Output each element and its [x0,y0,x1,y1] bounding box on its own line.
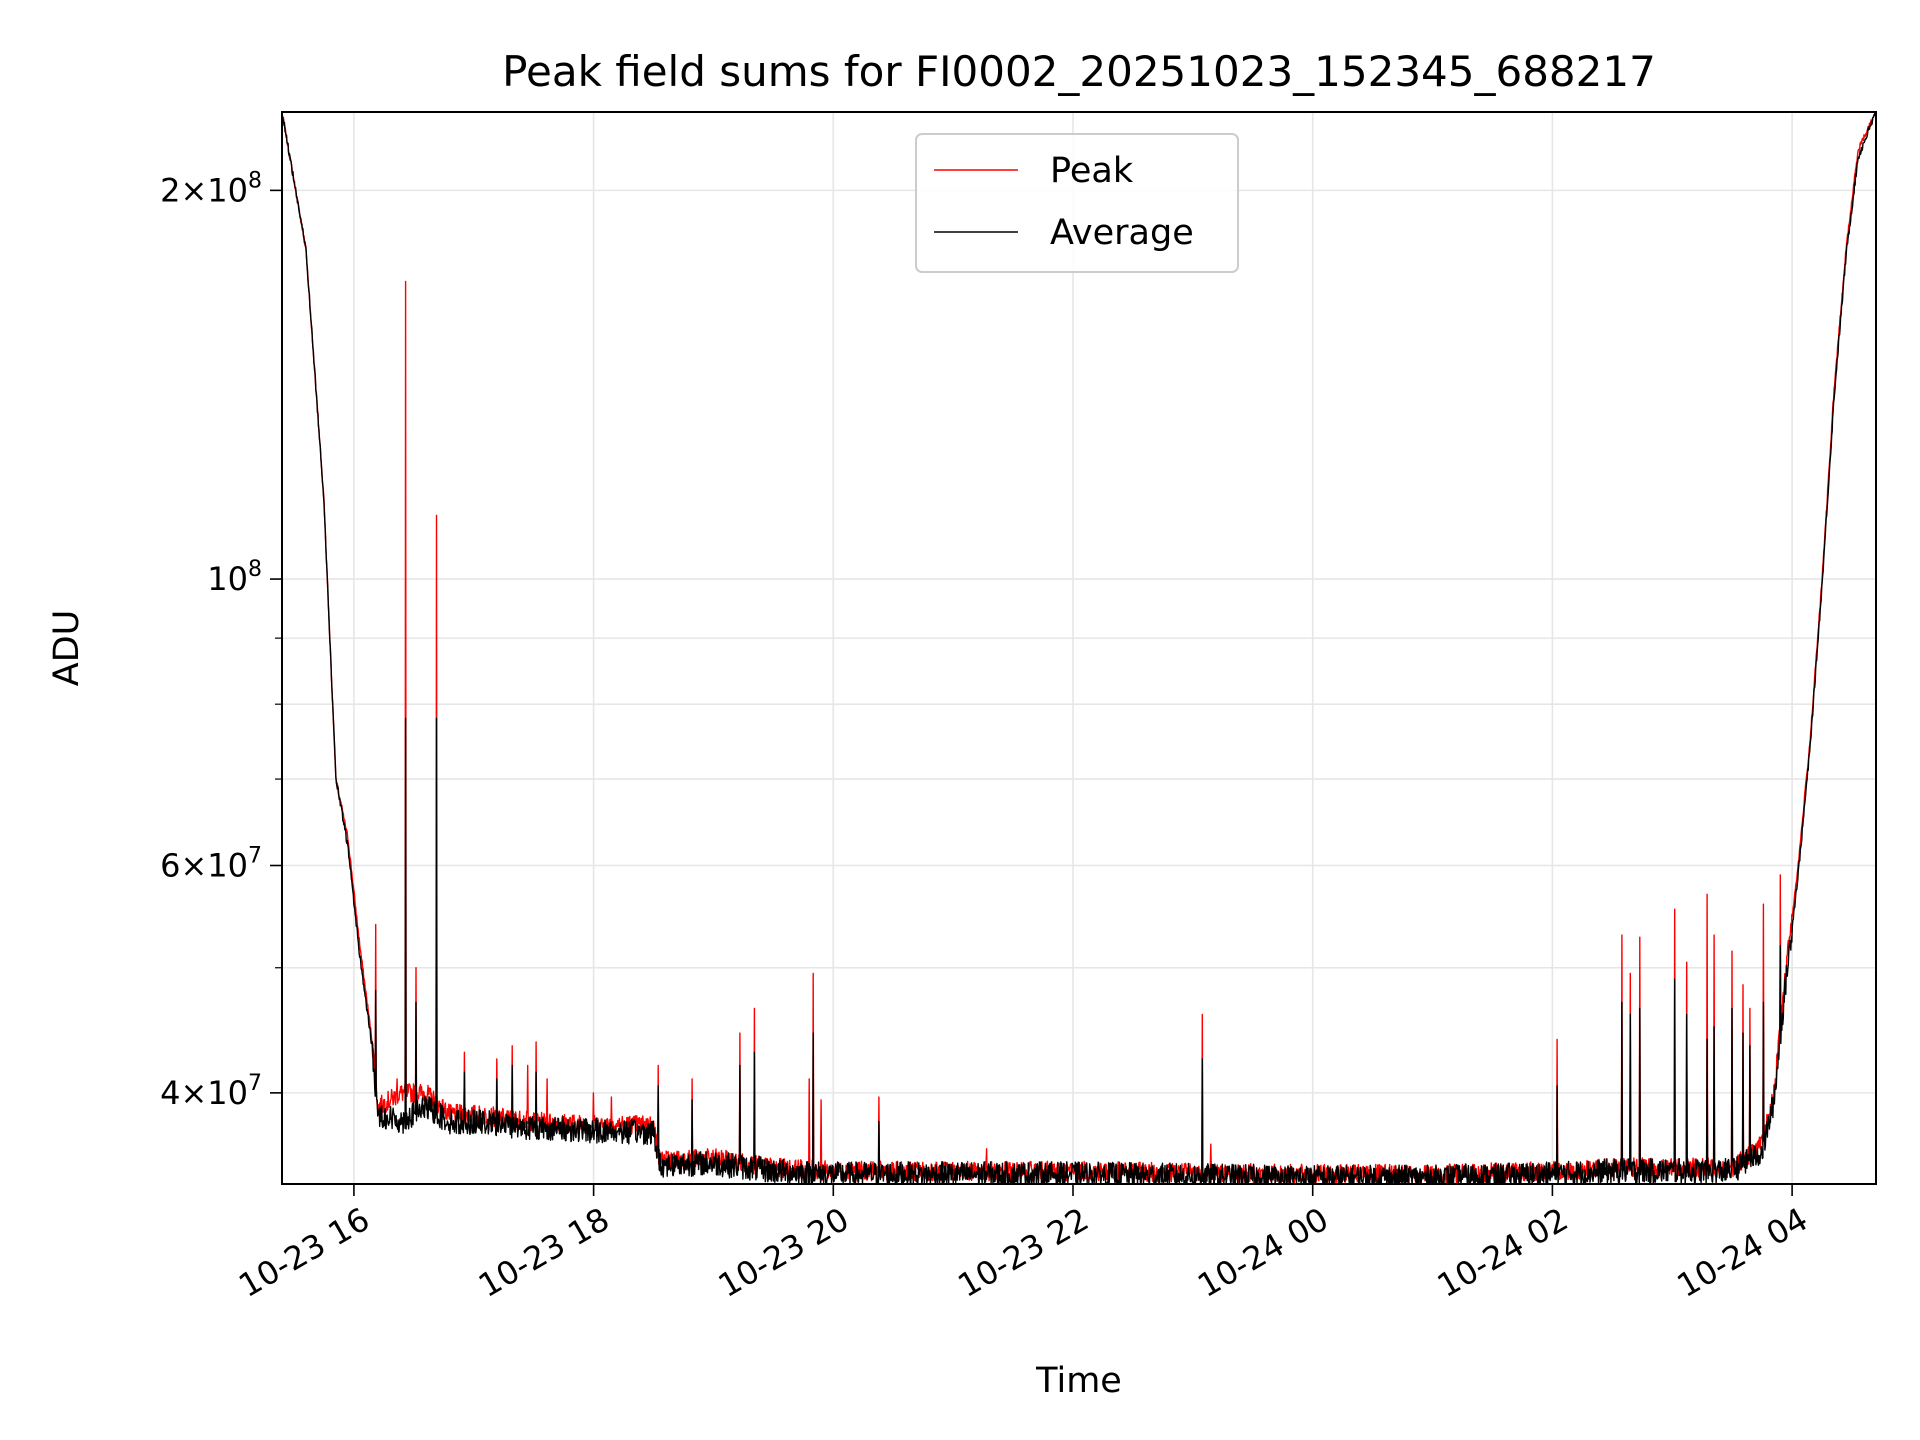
chart-title: Peak field sums for FI0002_20251023_1523… [502,47,1656,96]
x-axis-title: Time [1035,1361,1122,1401]
plot-series [282,112,1876,1184]
series-line-average [282,112,1876,1184]
legend-peak-label: Peak [1050,151,1134,191]
legend-box [915,133,1239,273]
y-tick-label: 2×108 [160,168,262,209]
y-tick-label: 108 [207,557,262,598]
plot-frame [281,111,1877,1185]
y-axis-title: ADU [47,610,87,687]
legend: Peak Average [915,133,1239,273]
y-tick-label: 6×107 [160,844,262,885]
y-tick-label: 4×107 [160,1071,262,1112]
legend-average-label: Average [1050,213,1194,253]
